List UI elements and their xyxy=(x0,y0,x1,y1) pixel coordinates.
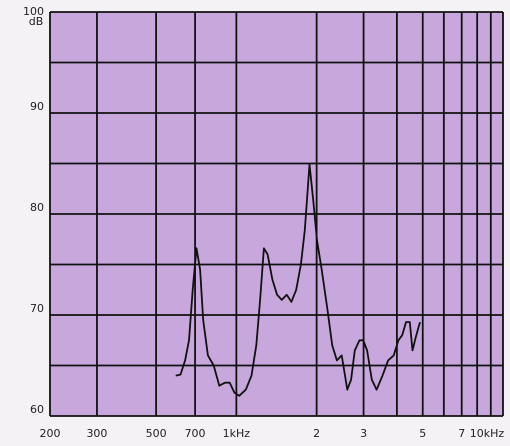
x-tick-label: 200 xyxy=(40,427,61,440)
y-tick-label: 90 xyxy=(30,100,44,113)
x-tick-label: 1kHz xyxy=(223,427,251,440)
y-tick-label: 100 xyxy=(23,5,44,18)
x-tick-label: 2 xyxy=(313,427,320,440)
x-tick-label: 10kHz xyxy=(470,427,505,440)
x-tick-label: 7 xyxy=(458,427,465,440)
response-curve xyxy=(175,163,421,397)
y-tick-label: 70 xyxy=(30,302,44,315)
y-tick-label: 60 xyxy=(30,403,44,416)
x-tick-label: 300 xyxy=(86,427,107,440)
x-tick-label: 500 xyxy=(146,427,167,440)
y-tick-label: 80 xyxy=(30,201,44,214)
x-tick-label: 3 xyxy=(360,427,367,440)
x-tick-label: 5 xyxy=(419,427,426,440)
y-axis-label: dB xyxy=(29,15,44,28)
x-tick-label: 700 xyxy=(185,427,206,440)
